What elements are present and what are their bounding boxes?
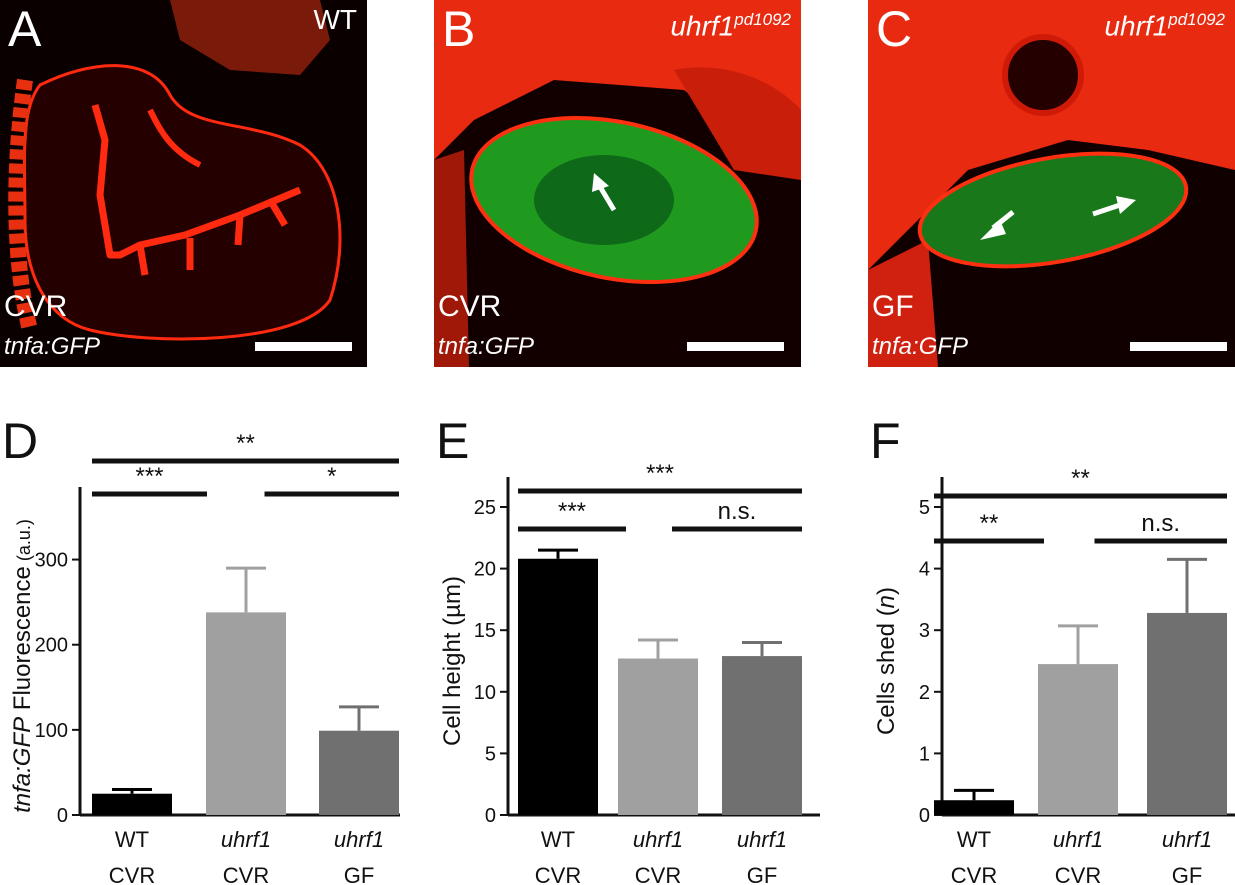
x-tick-label: GF xyxy=(1172,863,1203,885)
significance-label: ** xyxy=(236,430,255,457)
y-tick-label: 10 xyxy=(474,682,496,704)
chart-f-svg: 0 1 2 3 4 5 WT CVR uhrf1 CVR uhrf1 GF ** ** n.s. Cells … xyxy=(873,465,1235,885)
y-axis-label: Cells shed (n) xyxy=(873,587,900,735)
y-tick-label: 3 xyxy=(919,620,930,642)
x-tick-label: uhrf1 xyxy=(1053,827,1103,852)
y-tick-label: 300 xyxy=(35,550,68,572)
y-tick-label: 2 xyxy=(919,682,930,704)
condition-label: CVR xyxy=(438,290,502,323)
y-tick-label: 1 xyxy=(919,743,930,765)
x-tick-label: CVR xyxy=(1055,863,1101,885)
condition-label: CVR xyxy=(4,290,68,323)
significance-label: *** xyxy=(646,460,674,487)
bar xyxy=(92,793,172,815)
y-tick-label: 15 xyxy=(474,620,496,642)
micrograph-b: B uhrf1pd1092 CVR tnfa:GFP xyxy=(434,0,801,367)
bar xyxy=(722,656,802,815)
chart-d: D 0 100 200 300 WT CVR uhrf1 CVR uhrf1 GF ** *** * tn… xyxy=(0,410,400,885)
x-tick-label: uhrf1 xyxy=(221,827,271,852)
x-tick-label: uhrf1 xyxy=(737,827,787,852)
significance-label: n.s. xyxy=(1141,510,1180,537)
y-tick-label: 100 xyxy=(35,720,68,742)
condition-label: GF xyxy=(872,290,914,323)
y-tick-label: 4 xyxy=(919,559,930,581)
bar xyxy=(934,800,1014,815)
x-tick-label: CVR xyxy=(223,863,269,885)
bar xyxy=(1038,664,1118,815)
scale-bar xyxy=(1130,342,1227,351)
genotype-label: uhrf1pd1092 xyxy=(670,10,791,42)
micrograph-c: C uhrf1pd1092 GF tnfa:GFP xyxy=(868,0,1235,367)
y-tick-label: 0 xyxy=(485,805,496,827)
x-tick-label: WT xyxy=(957,827,991,852)
bar xyxy=(618,658,698,815)
significance-label: *** xyxy=(558,498,586,525)
reporter-label: tnfa:GFP xyxy=(438,333,535,360)
y-tick-label: 20 xyxy=(474,559,496,581)
significance-label: * xyxy=(327,463,336,490)
micrograph-b-art xyxy=(434,0,801,367)
x-tick-label: WT xyxy=(541,827,575,852)
x-tick-label: GF xyxy=(344,863,375,885)
chart-f: F 0 1 2 3 4 5 WT CVR uhrf1 CVR uhrf1 GF ** ** n.s. Cell… xyxy=(868,410,1235,885)
panel-letter: F xyxy=(870,413,901,469)
scale-bar xyxy=(255,342,352,351)
x-tick-label: GF xyxy=(747,863,778,885)
chart-e-svg: 0 5 10 15 20 25 WT CVR uhrf1 CVR uhrf1 GF *** *** n.s.… xyxy=(439,460,820,885)
reporter-label: tnfa:GFP xyxy=(4,333,101,360)
genotype-label: WT xyxy=(313,4,357,35)
y-tick-label: 0 xyxy=(919,805,930,827)
micrograph-a: A WT CVR tnfa:GFP xyxy=(0,0,367,367)
x-tick-label: WT xyxy=(115,827,149,852)
bar xyxy=(518,558,598,815)
micrograph-a-art xyxy=(0,0,367,367)
y-axis-label: tnfa:GFP Fluorescence (a.u.) xyxy=(9,519,36,813)
significance-label: ** xyxy=(1071,465,1090,492)
genotype-label: uhrf1pd1092 xyxy=(1104,10,1225,42)
y-tick-label: 5 xyxy=(485,743,496,765)
panel-letter: A xyxy=(8,1,42,57)
bar xyxy=(319,730,399,815)
significance-label: ** xyxy=(980,510,999,537)
panel-letter: B xyxy=(442,1,476,57)
x-tick-label: uhrf1 xyxy=(1162,827,1212,852)
x-tick-label: uhrf1 xyxy=(633,827,683,852)
scale-bar xyxy=(687,342,784,351)
bar xyxy=(1147,612,1227,815)
micrograph-c-art xyxy=(868,0,1235,367)
y-tick-label: 25 xyxy=(474,497,496,519)
significance-label: *** xyxy=(135,463,163,490)
chart-e: E 0 5 10 15 20 25 WT CVR uhrf1 CVR uhrf1 GF *** *** n.… xyxy=(434,410,834,885)
panel-letter: C xyxy=(876,1,913,57)
significance-label: n.s. xyxy=(718,498,757,525)
y-axis-label: Cell height (µm) xyxy=(439,576,466,746)
x-tick-label: uhrf1 xyxy=(334,827,384,852)
y-tick-label: 5 xyxy=(919,497,930,519)
reporter-label: tnfa:GFP xyxy=(872,333,969,360)
y-tick-label: 200 xyxy=(35,635,68,657)
panel-letter: D xyxy=(2,413,39,469)
x-tick-label: CVR xyxy=(951,863,997,885)
bar xyxy=(206,612,286,815)
y-tick-label: 0 xyxy=(57,805,68,827)
x-tick-label: CVR xyxy=(109,863,155,885)
x-tick-label: CVR xyxy=(535,863,581,885)
x-tick-label: CVR xyxy=(635,863,681,885)
panel-letter: E xyxy=(436,413,470,469)
